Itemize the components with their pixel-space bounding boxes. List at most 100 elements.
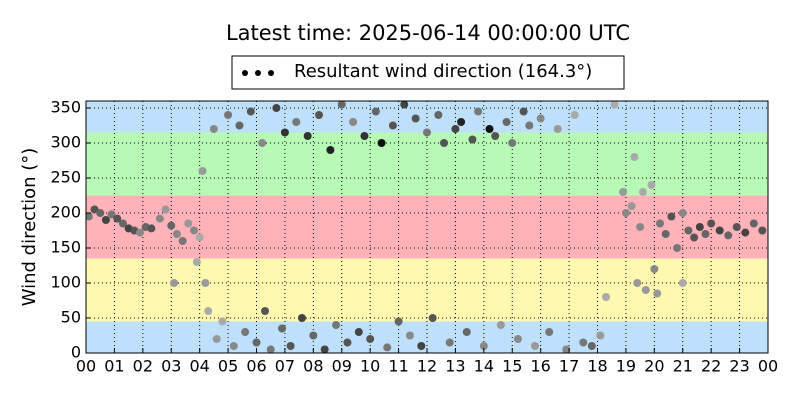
x-tick-label: 10 <box>360 357 380 376</box>
data-point <box>570 111 579 119</box>
data-point <box>758 226 767 235</box>
data-point <box>246 107 255 116</box>
data-point <box>508 139 517 147</box>
data-point <box>695 223 704 231</box>
x-tick-label: 08 <box>303 357 323 376</box>
x-tick-label: 23 <box>729 357 749 376</box>
plot-area <box>86 101 768 353</box>
data-point <box>457 118 466 126</box>
data-point <box>684 226 693 235</box>
y-tick-label: 50 <box>61 308 81 327</box>
data-point <box>266 345 275 353</box>
data-point <box>218 317 227 326</box>
data-point <box>656 219 665 228</box>
data-point <box>519 107 528 116</box>
data-point <box>434 111 443 119</box>
data-point <box>229 342 238 350</box>
x-tick-label: 11 <box>388 357 408 376</box>
data-point <box>394 317 403 326</box>
data-point <box>235 121 244 130</box>
legend-marker <box>242 70 248 76</box>
data-point <box>189 226 198 235</box>
data-point <box>610 101 619 109</box>
data-point <box>292 118 301 126</box>
data-point <box>579 338 588 347</box>
data-point <box>732 223 741 231</box>
data-point <box>445 338 454 347</box>
data-point <box>667 212 676 221</box>
data-point <box>641 286 650 294</box>
data-point <box>320 345 329 353</box>
data-point <box>545 328 554 336</box>
data-point <box>423 128 431 137</box>
x-tick-label: 12 <box>417 357 437 376</box>
data-point <box>198 167 207 175</box>
x-tick-label: 17 <box>559 357 579 376</box>
data-point <box>479 342 488 350</box>
data-point <box>343 338 352 347</box>
data-point <box>212 335 221 343</box>
data-point <box>86 212 93 221</box>
data-point <box>553 125 562 133</box>
y-tick-label: 300 <box>50 133 81 152</box>
x-tick-label: 05 <box>218 357 238 376</box>
data-point <box>326 146 335 154</box>
data-point <box>525 121 534 130</box>
data-point <box>513 335 522 343</box>
data-point <box>661 230 670 238</box>
data-point <box>749 219 758 228</box>
x-tick-label: 19 <box>616 357 636 376</box>
data-point <box>135 228 144 237</box>
data-point <box>678 279 687 287</box>
chart-title: Latest time: 2025-06-14 00:00:00 UTC <box>226 21 630 45</box>
data-point <box>252 338 261 347</box>
data-point <box>258 139 267 147</box>
data-point <box>371 107 380 116</box>
data-point <box>650 265 659 273</box>
data-point <box>272 104 281 112</box>
legend-marker <box>268 70 274 76</box>
data-point <box>388 121 397 130</box>
data-point <box>261 307 270 315</box>
data-point <box>383 343 392 352</box>
data-point <box>602 293 611 301</box>
data-point <box>468 135 477 144</box>
data-point <box>621 209 630 217</box>
data-point <box>715 226 724 235</box>
data-point <box>366 335 375 343</box>
data-point <box>278 324 287 333</box>
x-tick-label: 15 <box>502 357 522 376</box>
data-point <box>530 342 539 350</box>
data-point <box>653 289 662 298</box>
data-point <box>428 314 437 322</box>
data-point <box>315 111 324 119</box>
data-point <box>204 307 213 315</box>
data-point <box>184 219 193 228</box>
x-tick-label: 00 <box>758 357 778 376</box>
data-point <box>101 216 110 224</box>
data-point <box>224 111 233 119</box>
data-point <box>309 331 318 340</box>
data-point <box>496 321 505 329</box>
x-tick-label: 21 <box>673 357 693 376</box>
y-axis-label: Wind direction (°) <box>19 148 40 307</box>
x-tick-label: 22 <box>701 357 721 376</box>
x-tick-label: 16 <box>530 357 550 376</box>
y-tick-label: 150 <box>50 238 81 257</box>
data-point <box>286 342 295 350</box>
data-point <box>113 214 122 223</box>
y-tick-label: 250 <box>50 168 81 187</box>
data-point <box>462 328 471 336</box>
x-tick-label: 09 <box>332 357 352 376</box>
plot-frame <box>85 100 769 354</box>
data-point <box>161 205 170 214</box>
legend: Resultant wind direction (164.3°) <box>231 55 625 90</box>
data-point <box>178 237 187 245</box>
data-point <box>118 219 127 228</box>
x-tick-label: 00 <box>76 357 96 376</box>
legend-box <box>231 55 625 90</box>
data-point <box>596 331 605 340</box>
data-point <box>690 233 699 242</box>
y-tick-label: 100 <box>50 273 81 292</box>
